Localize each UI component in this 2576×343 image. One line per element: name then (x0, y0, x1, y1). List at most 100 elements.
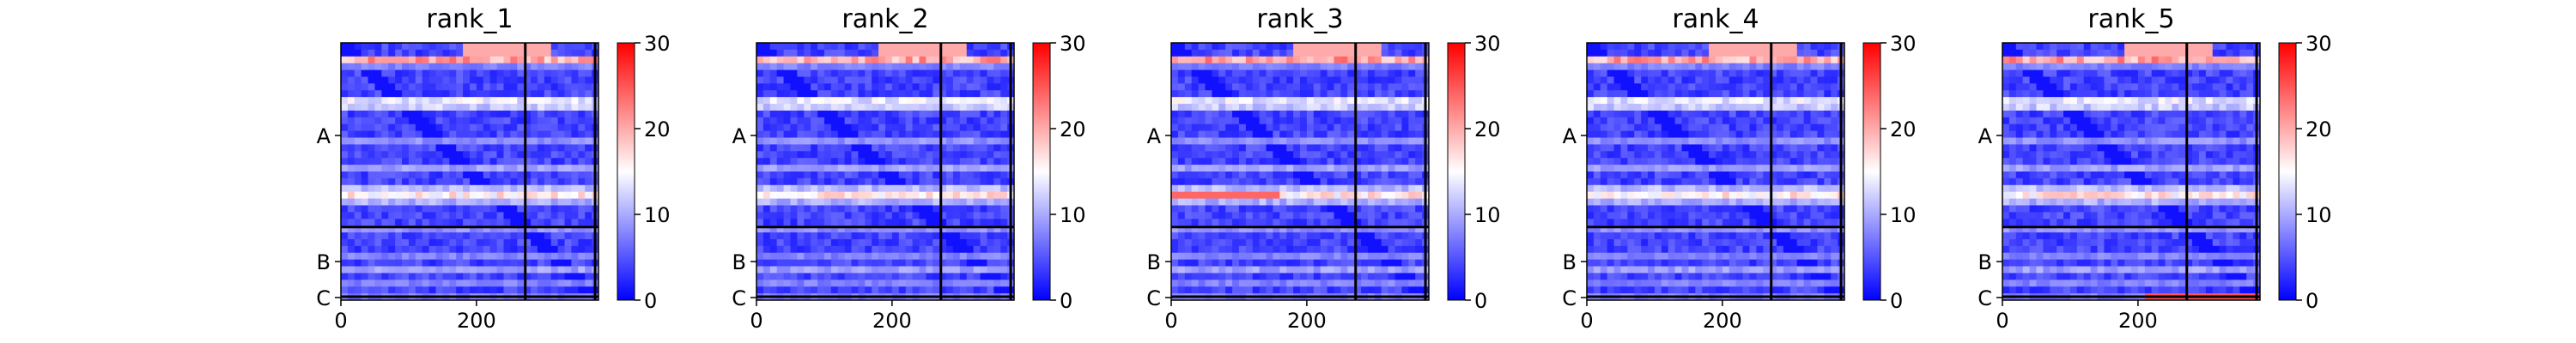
heatmap-cell (1347, 280, 1355, 287)
heatmap-cell (776, 172, 785, 179)
heatmap-cell (939, 226, 947, 233)
heatmap-cell (510, 266, 518, 274)
heatmap-cell (408, 212, 416, 220)
heatmap-cell (381, 123, 389, 132)
heatmap-cell (1394, 212, 1402, 220)
heatmap-cell (1340, 130, 1348, 139)
heatmap-cell (1273, 286, 1280, 294)
heatmap-cell (422, 266, 430, 274)
heatmap-cell (1394, 280, 1402, 287)
heatmap-cell (804, 245, 811, 254)
heatmap-cell (1394, 252, 1402, 261)
heatmap-cell (804, 259, 811, 268)
heatmap-cell (946, 97, 954, 105)
heatmap-cell (1300, 130, 1308, 139)
heatmap-cell (402, 286, 410, 294)
heatmap-cell (926, 158, 933, 165)
heatmap-cell (550, 184, 559, 193)
heatmap-cell (1184, 76, 1193, 84)
heatmap-cell (585, 259, 592, 268)
heatmap-cell (374, 90, 382, 98)
heatmap-cell (368, 104, 375, 111)
heatmap-cell (402, 137, 410, 145)
heatmap-cell (1620, 49, 1628, 57)
heatmap-cell (1252, 130, 1261, 139)
heatmap-cell (388, 49, 396, 57)
heatmap-cell (872, 151, 879, 159)
heatmap-cell (933, 144, 940, 152)
heatmap-cell (1000, 280, 1008, 287)
heatmap-cell (912, 130, 920, 139)
heatmap-cell (946, 259, 954, 268)
heatmap-cell (1789, 43, 1798, 51)
heatmap-cell (564, 49, 572, 57)
heatmap-cell (456, 117, 464, 125)
heatmap-cell (980, 49, 987, 57)
heatmap-cell (1803, 137, 1812, 145)
heatmap-cell (463, 69, 471, 77)
heatmap-cell (354, 83, 362, 91)
heatmap-cell (1320, 110, 1328, 118)
heatmap-cell (851, 123, 859, 132)
heatmap-cell (470, 104, 477, 111)
heatmap-cell (865, 104, 872, 111)
heatmap-cell (946, 238, 954, 247)
heatmap-cell (483, 280, 491, 287)
heatmap-cell (804, 63, 811, 71)
heatmap-cell (537, 144, 545, 152)
heatmap-cell (402, 104, 410, 111)
heatmap-cell (1313, 232, 1321, 240)
heatmap-cell (1408, 83, 1416, 91)
heatmap-cell (524, 49, 532, 57)
heatmap-cell (898, 219, 907, 226)
heatmap-cell (817, 212, 825, 220)
heatmap-cell (408, 245, 416, 254)
heatmap-cell (1361, 245, 1369, 254)
heatmap-cell (476, 226, 484, 233)
heatmap-cell (1286, 110, 1294, 118)
heatmap-cell (837, 43, 846, 51)
heatmap-cell (1688, 130, 1696, 139)
heatmap-cell (463, 137, 471, 145)
heatmap-cell (585, 117, 592, 125)
heatmap-cell (1191, 158, 1200, 165)
heatmap-cell (374, 266, 382, 274)
heatmap-cell (1293, 130, 1301, 139)
heatmap-cell (993, 184, 1001, 193)
heatmap-cell (1198, 184, 1206, 193)
colorbar-tick-label: 20 (1060, 117, 1086, 141)
heatmap-cell (428, 97, 437, 105)
heatmap-cell (1238, 130, 1247, 139)
heatmap-cell (966, 226, 975, 233)
heatmap-cell (1367, 137, 1376, 145)
heatmap-cell (1742, 130, 1750, 139)
heatmap-cell (1709, 123, 1716, 132)
heatmap-cell (1831, 63, 1838, 71)
heatmap-cell (1205, 69, 1212, 77)
heatmap-cell (851, 158, 859, 165)
heatmap-cell (1361, 158, 1369, 165)
heatmap-cell (1627, 63, 1635, 71)
heatmap-cell (571, 226, 579, 233)
heatmap-cell (756, 110, 764, 118)
heatmap-cell (381, 259, 389, 268)
heatmap-cell (891, 151, 900, 159)
heatmap-cell (354, 165, 362, 172)
heatmap-cell (878, 76, 886, 84)
heatmap-cell (449, 110, 457, 118)
heatmap-cell (489, 252, 498, 261)
heatmap-cell (966, 137, 975, 145)
heatmap-cell (557, 137, 566, 145)
heatmap-cell (1613, 117, 1621, 125)
heatmap-cell (865, 130, 872, 139)
heatmap-cell (368, 137, 375, 145)
heatmap-cell (776, 123, 785, 132)
heatmap-cell (1587, 83, 1595, 91)
heatmap-cell (993, 63, 1001, 71)
heatmap-cell (374, 232, 382, 240)
heatmap-cell (769, 205, 778, 213)
heatmap-cell (1184, 56, 1193, 64)
heatmap-cell (361, 110, 369, 118)
heatmap-cell (1225, 280, 1233, 287)
heatmap-cell (496, 104, 504, 111)
